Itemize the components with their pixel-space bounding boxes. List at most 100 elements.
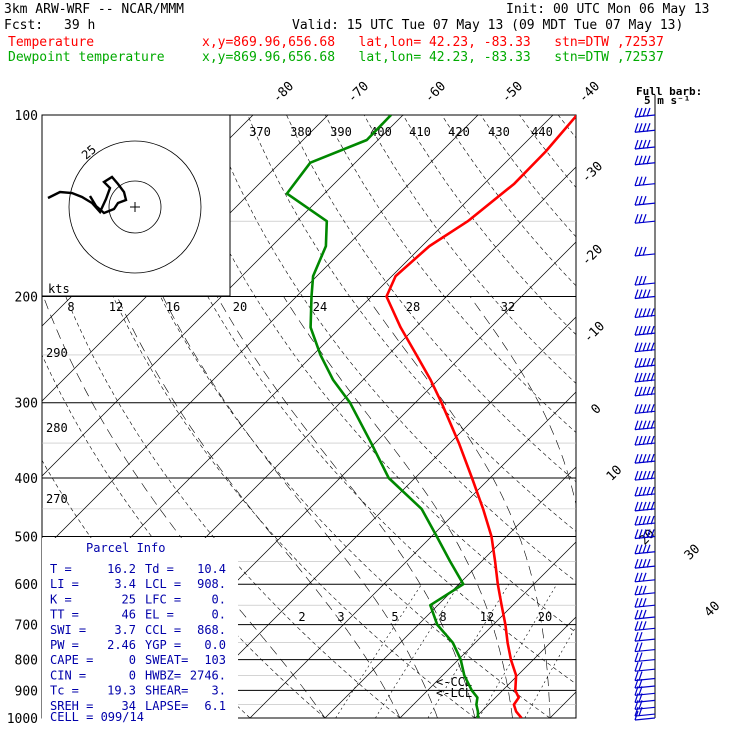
wind-barb-flag	[634, 358, 639, 368]
wind-barb-flag	[634, 585, 639, 596]
parcel-field-value: 0.	[212, 592, 226, 606]
wind-barb-flag	[634, 195, 639, 206]
wind-barb-stem	[634, 129, 656, 133]
wind-barb-stem	[634, 579, 656, 583]
wind-barb-flag	[646, 558, 651, 568]
dry-adiabat	[402, 115, 576, 336]
speed-label: 20	[233, 300, 247, 314]
dry-adiabat	[286, 115, 576, 483]
wind-barb-flag	[638, 609, 643, 619]
wind-barb-stem	[634, 565, 656, 569]
dry-adiabat	[675, 115, 740, 718]
parcel-field-label: TT =	[50, 608, 79, 622]
wind-barb-stem	[634, 713, 656, 717]
temperature-profile	[385, 115, 576, 718]
forecast-label: Fcst:	[4, 18, 44, 33]
valid-time: Valid: 15 UTC Tue 07 May 13 (09 MDT Tue …	[292, 18, 684, 33]
wind-barb-flag	[638, 386, 643, 396]
isotherm-label: -60	[422, 79, 449, 106]
wind-barb-flag	[634, 631, 639, 642]
wind-barb-flag	[634, 621, 639, 631]
wind-barb-flag	[634, 700, 639, 710]
wind-barb-flag	[650, 342, 655, 352]
moist-adiabat	[469, 296, 576, 506]
parcel-field-value: 868.	[197, 623, 226, 637]
mixing-ratio-line	[427, 584, 510, 718]
wind-barb-flag	[642, 308, 647, 318]
wind-barb-flag	[634, 404, 639, 414]
wind-barb-flag	[638, 597, 643, 608]
wind-barb-flag	[638, 246, 643, 256]
parcel-field-label: CCL =	[145, 623, 181, 637]
pressure-label: 1000	[7, 712, 38, 727]
mixing-ratio-label: 8	[439, 610, 446, 624]
wind-barb-flag	[642, 404, 647, 414]
parcel-field-value: 2746.	[190, 668, 226, 682]
wind-barb-stem	[634, 332, 656, 336]
wind-barb-flag	[642, 621, 647, 631]
theta-label: 410	[409, 125, 431, 139]
wind-barb-stem	[634, 692, 656, 696]
dry-adiabat	[169, 115, 576, 633]
wind-barb-stem	[634, 477, 656, 481]
moist-adiabat	[366, 296, 551, 718]
moist-adiabat	[116, 296, 401, 718]
isotherm	[249, 391, 576, 718]
wind-barb-flag	[646, 404, 651, 413]
wind-barb-flag	[642, 123, 647, 133]
wind-barb-flag	[634, 706, 639, 717]
wind-barb-flag	[634, 289, 639, 299]
wind-barb-flag	[650, 529, 655, 538]
parcel-field-value: 3.4	[114, 577, 136, 591]
wind-barb-stem	[634, 627, 656, 631]
moist-adiabat	[43, 296, 326, 718]
wind-barb-flag	[650, 358, 655, 367]
wind-barb-flag	[638, 420, 643, 430]
isotherm-label: 40	[702, 599, 724, 621]
wind-barb-flag	[638, 195, 643, 206]
wind-barb-stem	[634, 442, 656, 446]
wind-barb-flag	[634, 515, 639, 526]
wind-barb-stem	[634, 648, 656, 653]
wind-barb-flag	[650, 486, 655, 496]
dry-adiabat	[208, 115, 576, 582]
wind-barb-flag	[642, 453, 647, 463]
wind-barb-stem	[634, 364, 656, 368]
parcel-field-label: LI =	[50, 577, 79, 591]
wind-barb-stem	[634, 162, 656, 166]
wind-barb-flag	[642, 107, 647, 117]
wind-barb-flag	[646, 544, 651, 554]
wind-barb-flag	[646, 386, 651, 396]
wind-barb-flag	[642, 155, 647, 165]
parcel-field-label: SREH =	[50, 699, 93, 713]
init-time: Init: 00 UTC Mon 06 May 13	[506, 2, 710, 17]
parcel-field-label: Tc =	[50, 684, 79, 698]
wind-barb-flag	[638, 572, 643, 582]
pressure-label: 800	[15, 654, 38, 669]
wind-barb-flag	[638, 585, 643, 595]
wind-barb-flag	[650, 325, 655, 335]
wind-barb-flag	[638, 529, 643, 539]
theta-label: 420	[448, 125, 470, 139]
wind-barb-flag	[642, 558, 647, 568]
wind-barb-flag	[634, 671, 639, 681]
dry-adiabat	[247, 115, 576, 532]
isotherm-label: -20	[579, 242, 606, 269]
wind-barb-flag	[638, 544, 643, 554]
wind-barb-flag	[638, 558, 643, 569]
wind-barb-flag	[642, 544, 647, 554]
wind-barb-flag	[634, 386, 639, 397]
wind-barb-flag	[634, 662, 639, 672]
wind-barb-stem	[634, 551, 656, 555]
wind-barb-stem	[634, 427, 656, 431]
moist-adiabat	[663, 297, 707, 719]
wind-barb-flag	[638, 652, 643, 662]
wind-barb-flag	[650, 435, 655, 445]
wind-barb-stem	[634, 592, 656, 596]
lcl-marker: <-LCL	[436, 686, 472, 700]
wind-barb-stem	[634, 220, 656, 224]
speed-label: 24	[313, 300, 327, 314]
wind-barb-flag	[646, 358, 651, 367]
barb-key-line1: Full barb:	[636, 85, 702, 98]
forecast-hour: 39 h	[64, 18, 96, 33]
